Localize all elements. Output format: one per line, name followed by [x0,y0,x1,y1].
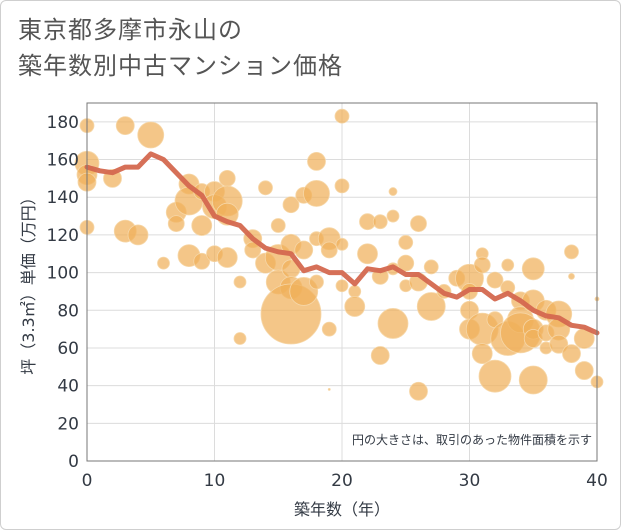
bubble-point-43 [307,152,326,171]
bubble-point-52 [335,237,349,251]
y-tick-label-2: 40 [57,377,79,397]
bubble-point-71 [423,259,439,275]
bubble-point-58 [372,214,388,230]
x-tick-labels: 0 10 20 30 40 [82,471,608,491]
bubble-point-26 [233,275,247,289]
bubble-point-72 [416,292,446,321]
bubble-point-96 [518,365,548,395]
bubble-point-92 [521,257,545,281]
y-tick-label-5: 100 [47,264,79,284]
bubble-point-83 [486,271,504,289]
bubble-point-85 [478,359,512,393]
bubble-point-12 [167,215,185,232]
bubble-point-17 [193,252,211,270]
bubble-point-62 [386,209,400,223]
y-tick-labels: 0 20 40 60 80 100 120 140 160 180 [47,113,79,472]
x-tick-label-3: 30 [459,471,481,491]
bubble-point-65 [398,235,414,250]
x-tick-label-4: 40 [586,471,608,491]
bubble-point-9 [137,121,165,149]
x-tick-label-1: 10 [204,471,226,491]
bubble-point-29 [244,241,262,259]
bubble-point-25 [216,247,238,268]
bubble-point-66 [397,254,415,272]
y-axis-title: 坪（3.3㎡）単価（万円） [19,189,38,374]
bubble-point-61 [388,187,398,196]
bubble-point-107 [574,361,594,380]
trend-line [84,151,600,336]
bubble-point-103 [564,244,579,260]
x-tick-label-0: 0 [82,471,93,491]
chart-title-line-2: 築年数別中古マンション価格 [18,52,343,80]
bubble-point-22 [218,169,236,187]
bubble-point-104 [562,344,581,364]
bubble-point-44 [303,180,330,207]
bubble-point-57 [357,243,378,265]
plot-border [86,102,598,462]
bubble-point-10 [157,256,170,270]
bubble-point-70 [409,381,428,401]
size-note: 円の大きさは、取引のあった物件面積を示す [352,432,592,447]
bubble-point-64 [377,308,409,339]
chart-title-line-1: 東京都多摩市永山の [18,16,243,44]
bubble-point-32 [270,218,286,233]
bubble-point-31 [258,180,273,196]
bubble-point-51 [334,178,350,194]
bubble-point-110 [327,387,331,391]
bubble-point-80 [473,256,491,274]
bubble-point-60 [370,346,390,365]
bubble-point-6 [115,116,135,136]
bubble-point-49 [321,321,337,337]
y-tick-label-0: 0 [68,452,79,472]
bubble-point-27 [233,332,247,345]
bubble-point-46 [309,274,324,290]
bubble-point-82 [471,343,493,365]
y-tick-label-3: 60 [57,339,79,359]
x-tick-label-2: 20 [331,471,353,491]
bubble-point-86 [501,258,515,272]
bubble-point-41 [294,240,314,260]
bubble-point-16 [191,215,213,236]
y-tick-label-6: 120 [47,226,79,246]
bubble-point-35 [282,196,300,214]
y-tick-label-9: 180 [47,113,79,133]
y-tick-label-1: 20 [57,414,79,434]
bubble-point-105 [568,272,575,280]
x-axis-title: 築年数（年） [294,500,390,519]
y-tick-label-4: 80 [57,301,79,321]
bubble-point-68 [410,215,427,232]
bubble-point-50 [334,108,350,124]
bubble-point-54 [348,285,362,298]
bubble-point-55 [344,296,366,317]
chart-title: 東京都多摩市永山の 築年数別中古マンション価格 [18,12,343,84]
bubble-point-48 [320,241,338,259]
y-tick-label-7: 140 [47,188,79,208]
bubble-point-8 [127,224,149,246]
bubble-point-102 [549,334,569,354]
bubble-point-53 [335,279,349,293]
y-tick-label-8: 160 [47,151,79,171]
